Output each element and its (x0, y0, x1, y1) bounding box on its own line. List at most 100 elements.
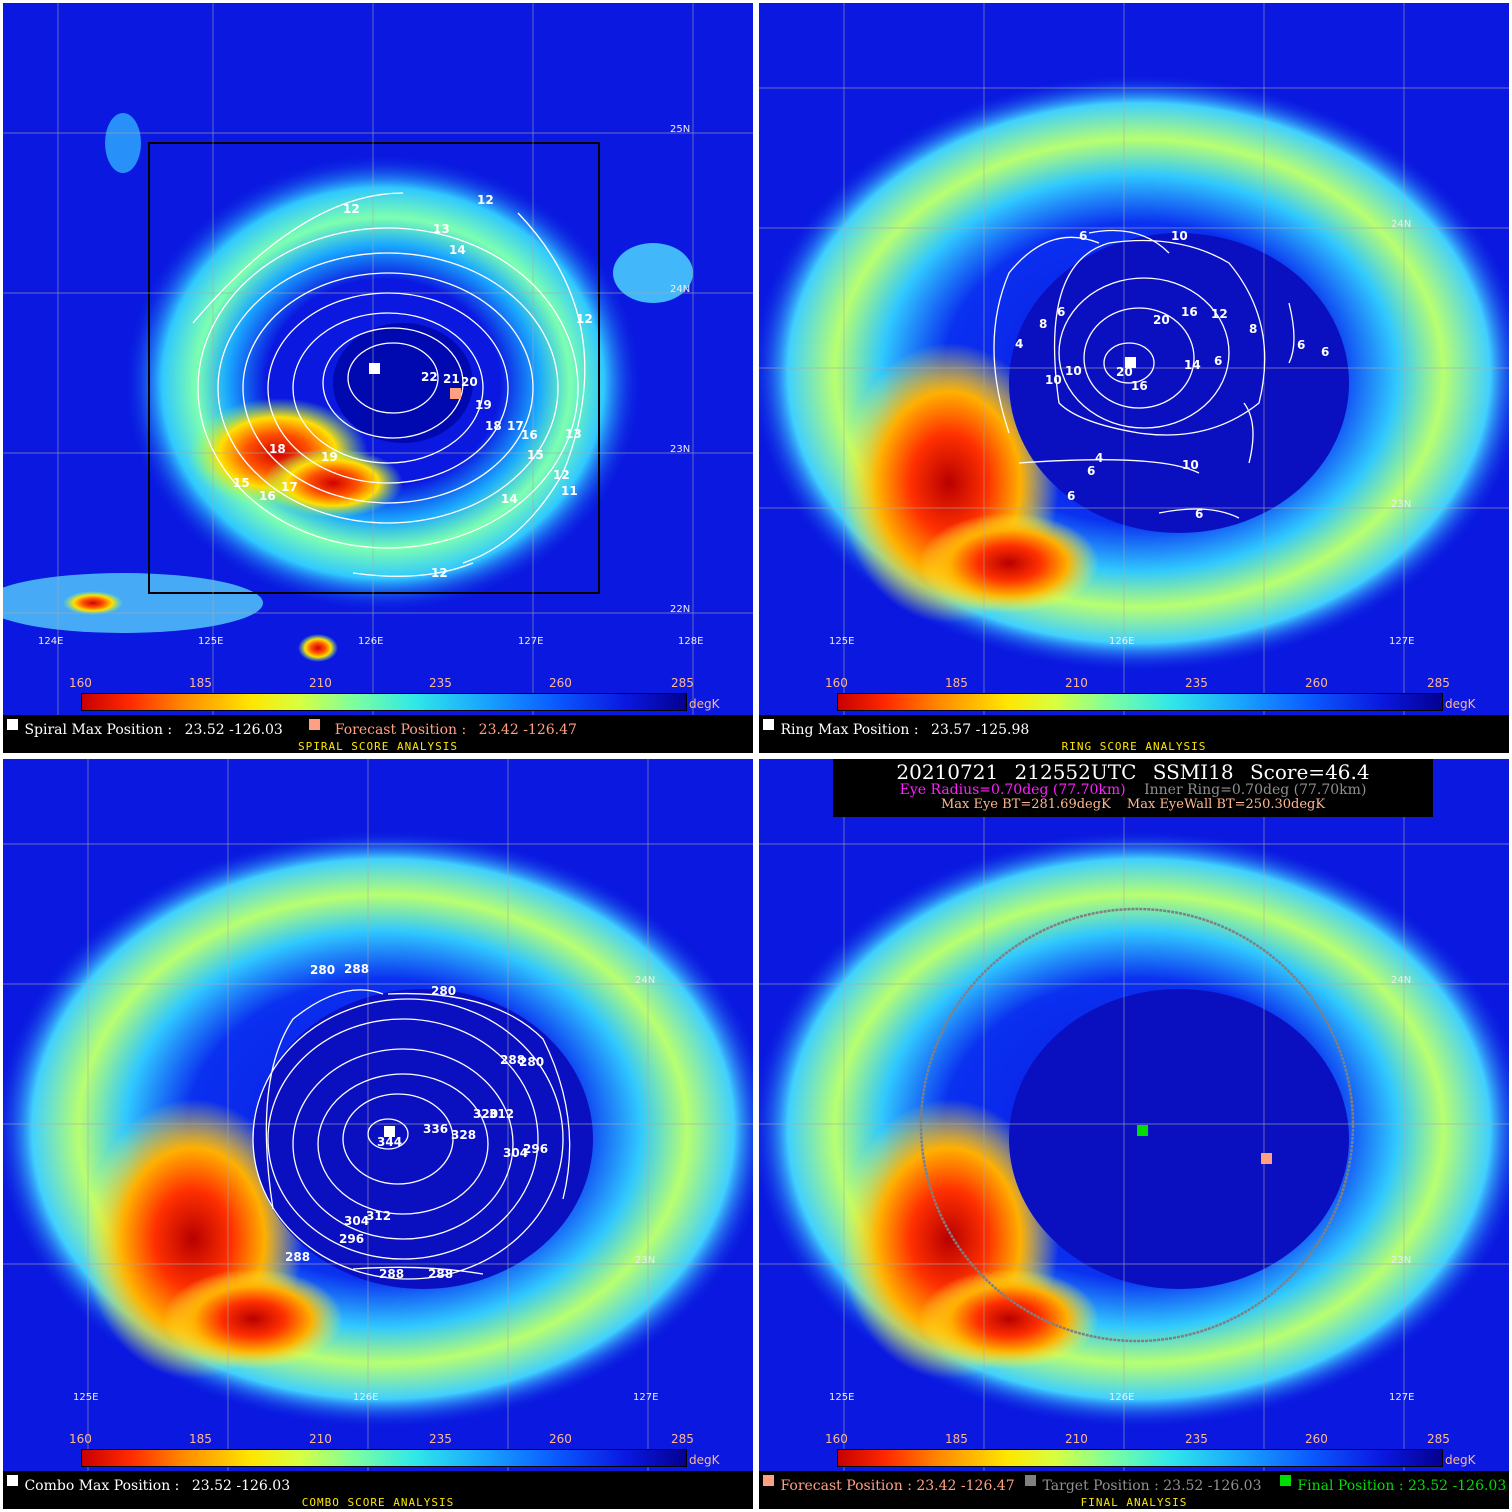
lon-label: 127E (633, 1392, 659, 1403)
colorbar-tick: 210 (309, 1432, 332, 1446)
colorbar-tick: 235 (1185, 1432, 1208, 1446)
contour-label: 12 (343, 202, 360, 216)
contour-label: 14 (501, 492, 518, 506)
forecast-label: Forecast Position : 23.42 -126.47 (780, 1478, 1015, 1494)
header-title: 20210721 212552UTC SSMI18 Score=46.4 (896, 760, 1370, 784)
contour-label: 288 (428, 1267, 453, 1281)
lon-label: 125E (829, 636, 855, 647)
final-marker-icon (1279, 1475, 1291, 1486)
contour-label: 19 (321, 450, 338, 464)
panel-title: COMBO SCORE ANALYSIS (301, 1496, 455, 1509)
lat-label: 23N (1391, 499, 1412, 510)
final-position-marker (1137, 1125, 1148, 1136)
colorbar-tick: 160 (69, 1432, 92, 1446)
colorbar-tick: 285 (671, 676, 694, 690)
lat-label: 24N (1391, 219, 1412, 230)
colorbar-tick: 185 (945, 676, 968, 690)
combo-max-label: Combo Max Position : (24, 1478, 180, 1494)
panel-title: FINAL ANALYSIS (1080, 1496, 1188, 1509)
lon-label: 126E (1109, 636, 1135, 647)
contour-label: 288 (500, 1053, 525, 1067)
spiral-panel: 12 12 13 14 12 22 21 20 19 18 17 16 13 15 12 11 14 12 18 19… (3, 3, 753, 753)
contour-label: 10 (1171, 229, 1188, 243)
lat-label: 23N (670, 444, 691, 455)
final-info-bar: Forecast Position : 23.42 -126.47 Target… (759, 1471, 1509, 1509)
ring-info-bar: Ring Max Position : 23.57 -125.98 RING S… (759, 715, 1509, 753)
colorbar-tick: 210 (309, 676, 332, 690)
contour-label: 17 (281, 480, 298, 494)
colorbar-unit: degK (1445, 1453, 1476, 1467)
combo-max-value: 23.52 -126.03 (191, 1478, 291, 1494)
spiral-max-label: Spiral Max Position : (24, 722, 173, 738)
final-panel: 24N 23N 125E 126E 127E 160 185 210 235 2… (759, 759, 1509, 1509)
contour-label: 14 (1184, 358, 1201, 372)
colorbar-unit: degK (689, 697, 720, 711)
contour-label: 10 (1045, 373, 1062, 387)
colorbar-tick: 185 (189, 1432, 212, 1446)
contour-label: 312 (366, 1209, 391, 1223)
colorbar-tick: 185 (945, 1432, 968, 1446)
lat-label: 24N (1391, 975, 1412, 986)
analysis-header: 20210721 212552UTC SSMI18 Score=46.4 Eye… (833, 759, 1433, 817)
colorbar-tick: 260 (1305, 676, 1328, 690)
contour-label: 280 (519, 1055, 544, 1069)
contour-label: 312 (489, 1107, 514, 1121)
ring-panel: 6 10 6 8 20 16 12 8 6 6 4 10 10 20 16 14 6 4 6 10 6 6 24N 23N… (759, 3, 1509, 753)
contour-label: 15 (233, 476, 250, 490)
target-label: Target Position : 23.52 -126.03 (1042, 1478, 1262, 1494)
lat-label: 23N (1391, 1255, 1412, 1266)
contour-label: 320 (473, 1107, 498, 1121)
contour-label: 6 (1297, 338, 1305, 352)
forecast-value: 23.42 -126.47 (478, 722, 577, 738)
contour-label: 12 (477, 193, 494, 207)
contour-label: 12 (553, 468, 570, 482)
eye-radius: Eye Radius=0.70deg (77.70km) (899, 782, 1126, 798)
colorbar-tick: 260 (1305, 1432, 1328, 1446)
contour-label: 20 (1153, 313, 1170, 327)
panel-title: SPIRAL SCORE ANALYSIS (297, 740, 459, 753)
lat-label: 22N (670, 604, 691, 615)
lon-label: 125E (829, 1392, 855, 1403)
contour-label: 6 (1087, 464, 1095, 478)
forecast-marker-icon (309, 719, 321, 730)
combo-image (3, 759, 753, 1471)
contour-label: 16 (521, 428, 538, 442)
contour-label: 280 (431, 984, 456, 998)
contour-label: 6 (1195, 507, 1203, 521)
contour-label: 18 (485, 419, 502, 433)
contour-label: 288 (379, 1267, 404, 1281)
forecast-position-marker (1261, 1153, 1272, 1164)
lon-label: 125E (73, 1392, 99, 1403)
colorbar-tick: 160 (825, 1432, 848, 1446)
lon-label: 126E (358, 636, 384, 647)
ring-marker-icon (763, 719, 774, 730)
contour-label: 296 (339, 1232, 364, 1246)
spiral-marker-icon (7, 719, 18, 730)
target-marker-icon (1025, 1475, 1037, 1486)
contour-label: 288 (344, 962, 369, 976)
contour-label: 19 (475, 398, 492, 412)
colorbar-tick: 210 (1065, 676, 1088, 690)
lon-label: 125E (198, 636, 224, 647)
inner-ring-circle (919, 907, 1355, 1343)
spiral-info-bar: Spiral Max Position : 23.52 -126.03 Fore… (3, 715, 753, 753)
ring-max-value: 23.57 -125.98 (931, 722, 1030, 738)
max-eyewall-bt: Max EyeWall BT=250.30degK (1126, 797, 1326, 812)
colorbar-tick: 160 (825, 676, 848, 690)
contour-label: 6 (1079, 229, 1087, 243)
contour-label: 12 (1211, 307, 1228, 321)
combo-panel: 280 288 280 288 280 344 336 328 320 312 304 296 304 3… (3, 759, 753, 1509)
contour-label: 18 (269, 442, 286, 456)
colorbar-tick: 160 (69, 676, 92, 690)
contour-label: 4 (1015, 337, 1023, 351)
colorbar-unit: degK (689, 1453, 720, 1467)
contour-label: 16 (1181, 305, 1198, 319)
lon-label: 127E (1389, 1392, 1415, 1403)
contour-label: 6 (1057, 305, 1065, 319)
lat-label: 24N (635, 975, 656, 986)
lon-label: 127E (518, 636, 544, 647)
lon-label: 126E (1109, 1392, 1135, 1403)
contour-label: 304 (344, 1214, 369, 1228)
colorbar-tick: 260 (549, 1432, 572, 1446)
lat-label: 24N (670, 284, 691, 295)
